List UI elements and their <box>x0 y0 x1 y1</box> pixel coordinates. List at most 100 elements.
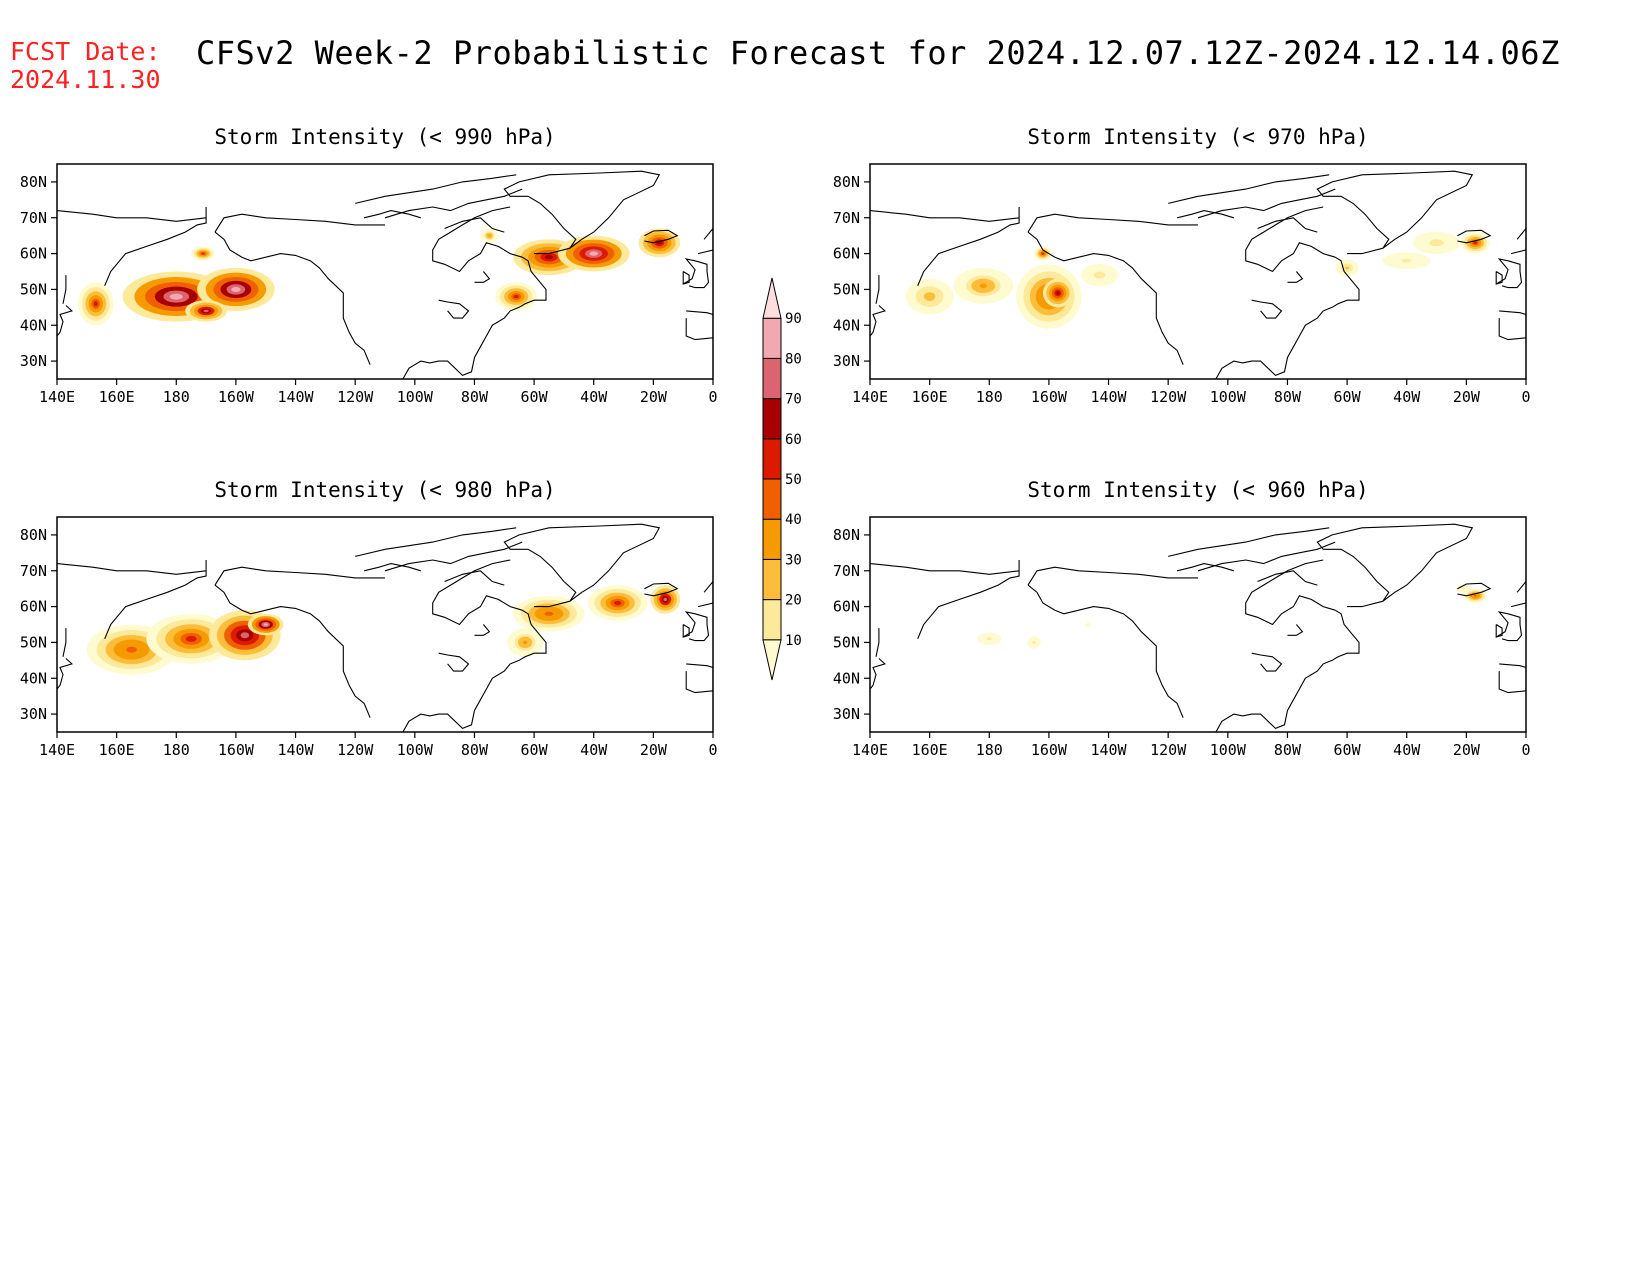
probability-blob <box>614 600 622 606</box>
colorbar-segment <box>762 599 782 641</box>
map-frame <box>869 516 1527 733</box>
colorbar-label: 80 <box>785 351 802 367</box>
coastline <box>870 210 1020 222</box>
coastline <box>384 541 523 572</box>
fcst-date-value: 2024.11.30 <box>10 65 161 94</box>
coastline <box>62 275 67 304</box>
y-tick-label: 50N <box>20 280 47 298</box>
x-tick-label: 0 <box>708 388 717 406</box>
y-tick-label: 50N <box>833 633 860 651</box>
coastline <box>697 580 713 608</box>
coastline <box>57 563 207 575</box>
y-tick-label: 80N <box>833 173 860 191</box>
coastline <box>682 611 710 642</box>
x-tick-label: 140W <box>1090 388 1127 406</box>
x-tick-label: 120W <box>1150 388 1187 406</box>
coastline <box>1251 652 1283 672</box>
panel-title: Storm Intensity (< 960 hPa) <box>1027 478 1368 502</box>
coastline <box>1176 210 1234 219</box>
x-tick-label: 100W <box>1210 388 1247 406</box>
map-frame <box>869 163 1527 380</box>
coastline <box>503 523 661 608</box>
probability-blob <box>926 294 933 299</box>
x-tick-label: 100W <box>397 741 434 759</box>
y-tick-label: 60N <box>20 598 47 616</box>
y-tick-label: 40N <box>20 669 47 687</box>
y-tick-label: 60N <box>20 245 47 263</box>
probability-blob <box>488 234 491 237</box>
coastline <box>432 206 523 273</box>
panel-title: Storm Intensity (< 990 hPa) <box>214 125 555 149</box>
x-tick-label: 60W <box>1334 388 1362 406</box>
x-tick-label: 0 <box>1521 388 1530 406</box>
colorbar-label: 90 <box>785 311 802 327</box>
colorbar-segment <box>762 518 782 560</box>
x-tick-label: 80W <box>461 388 489 406</box>
x-tick-label: 20W <box>640 388 668 406</box>
coastline <box>1316 523 1474 608</box>
colorbar-segment <box>762 357 782 400</box>
x-tick-label: 100W <box>1210 741 1247 759</box>
x-tick-label: 160W <box>218 388 255 406</box>
coastline <box>355 174 517 204</box>
coastline <box>363 563 421 572</box>
coastlines <box>870 170 1526 379</box>
probability-blob <box>986 637 992 641</box>
coastline <box>1027 566 1198 586</box>
x-tick-label: 80W <box>461 741 489 759</box>
y-tick-label: 70N <box>20 209 47 227</box>
colorbar: 10 20 30 40 50 60 70 80 90 <box>762 277 802 681</box>
x-tick-label: 80W <box>1274 388 1302 406</box>
coastline <box>438 652 470 672</box>
coastline <box>1197 188 1336 219</box>
coastline <box>1027 213 1198 233</box>
x-tick-label: 100W <box>397 388 434 406</box>
coastline <box>1215 256 1360 379</box>
coastline <box>1257 217 1318 233</box>
coastline <box>57 305 73 337</box>
coastline <box>697 227 713 255</box>
colorbar-segment <box>762 317 782 359</box>
x-tick-label: 140W <box>1090 741 1127 759</box>
x-tick-label: 180 <box>976 388 1003 406</box>
colorbar-segment <box>762 558 782 601</box>
map-frame <box>56 516 714 733</box>
probability-blob <box>1473 241 1478 245</box>
colorbar-segment <box>762 277 782 319</box>
coastline <box>384 188 523 219</box>
coastline <box>1316 170 1474 255</box>
coastline <box>474 624 491 636</box>
y-tick-label: 70N <box>833 209 860 227</box>
probability-blob <box>203 309 209 313</box>
coastline <box>917 560 1020 640</box>
coastlines <box>870 523 1526 732</box>
colorbar-segment <box>762 639 782 681</box>
y-tick-label: 40N <box>833 669 860 687</box>
coastline <box>1510 580 1526 608</box>
colorbar-label: 50 <box>785 472 802 488</box>
x-tick-label: 0 <box>1521 741 1530 759</box>
coastline <box>1498 310 1526 341</box>
y-tick-label: 40N <box>833 316 860 334</box>
x-tick-label: 20W <box>1453 388 1481 406</box>
probability-blob <box>126 646 137 653</box>
y-tick-label: 50N <box>20 633 47 651</box>
y-tick-label: 70N <box>20 562 47 580</box>
coastline <box>444 217 505 233</box>
coastline <box>1495 258 1523 289</box>
y-tick-label: 30N <box>20 705 47 723</box>
coastline <box>402 256 547 379</box>
coastline <box>1498 663 1526 694</box>
coastline <box>402 609 547 732</box>
coastline <box>1495 624 1503 638</box>
probability-blob <box>1473 594 1477 597</box>
coastline <box>682 271 690 285</box>
probability-blob <box>263 623 268 626</box>
coastline <box>474 271 491 283</box>
colorbar-label: 20 <box>785 593 802 609</box>
x-tick-label: 40W <box>580 388 608 406</box>
x-tick-label: 160E <box>99 388 135 406</box>
probability-blob <box>1461 587 1465 590</box>
probability-blob <box>1086 623 1089 626</box>
